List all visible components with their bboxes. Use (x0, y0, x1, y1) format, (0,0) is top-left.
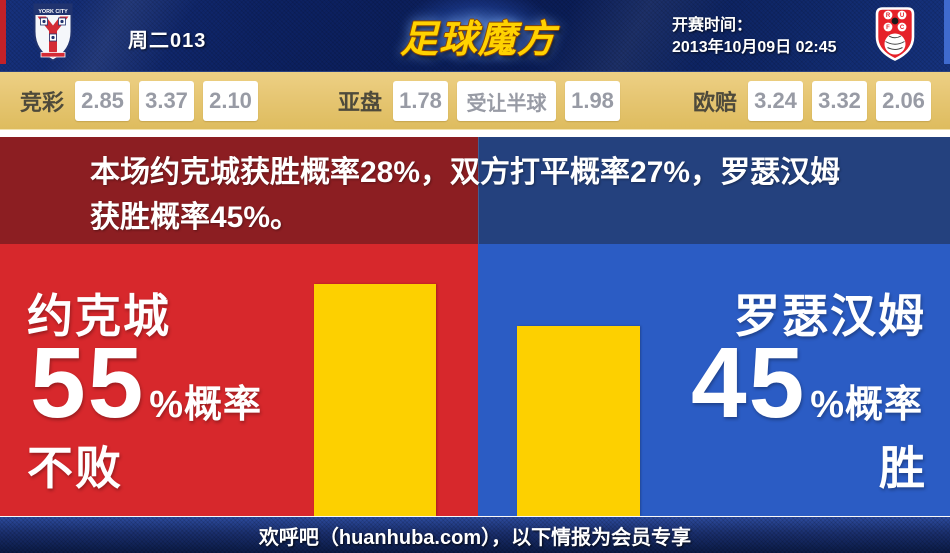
home-team-crest-icon: YORK CITY (33, 3, 73, 63)
away-probability: 45 %概率 (691, 333, 923, 433)
euro-odds-away: 2.06 (876, 81, 932, 121)
odds-value-draw: 3.37 (139, 81, 195, 121)
odds-bar: 竞彩 2.85 3.37 2.10 亚盘 1.78 受让半球 1.98 欧赔 3… (0, 71, 950, 129)
odds-label-jingcai: 竞彩 (20, 90, 65, 115)
handicap-home-odds: 1.78 (393, 81, 449, 121)
odds-value-away-win: 2.10 (203, 81, 259, 121)
euro-odds-draw: 3.32 (812, 81, 868, 121)
home-probability-suffix: %概率 (149, 384, 263, 426)
home-summary-strip (0, 137, 478, 244)
probability-comparison: 本场约克城获胜概率28%，双方打平概率27%，罗瑟汉姆 获胜概率45%。 约克城… (0, 137, 950, 516)
home-outcome: 不败 (27, 442, 123, 494)
odds-label-european: 欧赔 (693, 90, 738, 115)
prediction-summary: 本场约克城获胜概率28%，双方打平概率27%，罗瑟汉姆 获胜概率45%。 (0, 137, 950, 244)
home-probability: 55 %概率 (30, 333, 262, 433)
kickoff-label: 开赛时间： (672, 17, 753, 34)
header-right-accent-stripe (944, 0, 950, 64)
home-probability-value: 55 (30, 327, 146, 439)
match-code: 周二013 (128, 30, 207, 52)
away-team-crest-icon: R U F C (874, 6, 916, 62)
summary-line-2: 获胜概率45%。 (90, 201, 301, 234)
odds-label-asian-handicap: 亚盘 (338, 90, 383, 115)
away-outcome: 胜 (879, 442, 925, 494)
footer-bar: 欢呼吧（huanhuba.com），以下情报为会员专享 (0, 516, 950, 553)
away-team-name: 罗瑟汉姆 (734, 290, 926, 342)
footer-site-text: 欢呼吧（huanhuba.com），以下情报为会员专享 (258, 526, 692, 549)
kickoff-time-block: 开赛时间： 2013年10月09日 02:45 (672, 15, 837, 59)
handicap-away-odds: 1.98 (565, 81, 621, 121)
odds-group-jingcai: 竞彩 2.85 3.37 2.10 (20, 81, 259, 121)
home-crest-text: YORK CITY (38, 9, 68, 15)
probability-bar-away (517, 326, 640, 516)
odds-group-european: 欧赔 3.24 3.32 2.06 (693, 81, 932, 121)
away-probability-value: 45 (690, 327, 807, 439)
site-logo[interactable]: 足球魔方 (390, 0, 566, 71)
home-team-name: 约克城 (27, 290, 171, 342)
odds-group-asian-handicap: 亚盘 1.78 受让半球 1.98 (338, 81, 621, 121)
probability-bar-home (314, 284, 436, 516)
odds-value-home-win: 2.85 (75, 81, 131, 121)
away-probability-suffix: %概率 (810, 384, 923, 426)
handicap-line: 受让半球 (457, 81, 557, 121)
site-logo-text: 足球魔方 (399, 19, 556, 61)
separator (0, 129, 950, 137)
header: YORK CITY 周二013 足球魔方 开赛时间： 2013年10月09日 0… (0, 0, 950, 71)
kickoff-datetime: 2013年10月09日 02:45 (672, 39, 837, 56)
summary-line-1: 本场约克城获胜概率28%，双方打平概率27%，罗瑟汉姆 (90, 156, 841, 189)
away-crest-letter-r: R (886, 13, 891, 19)
away-crest-letter-u: U (900, 13, 904, 19)
away-crest-letter-f: F (886, 25, 890, 31)
away-summary-strip (478, 137, 950, 244)
header-left-accent-stripe (0, 0, 6, 64)
away-crest-letter-c: C (900, 25, 905, 31)
euro-odds-home: 3.24 (748, 81, 804, 121)
